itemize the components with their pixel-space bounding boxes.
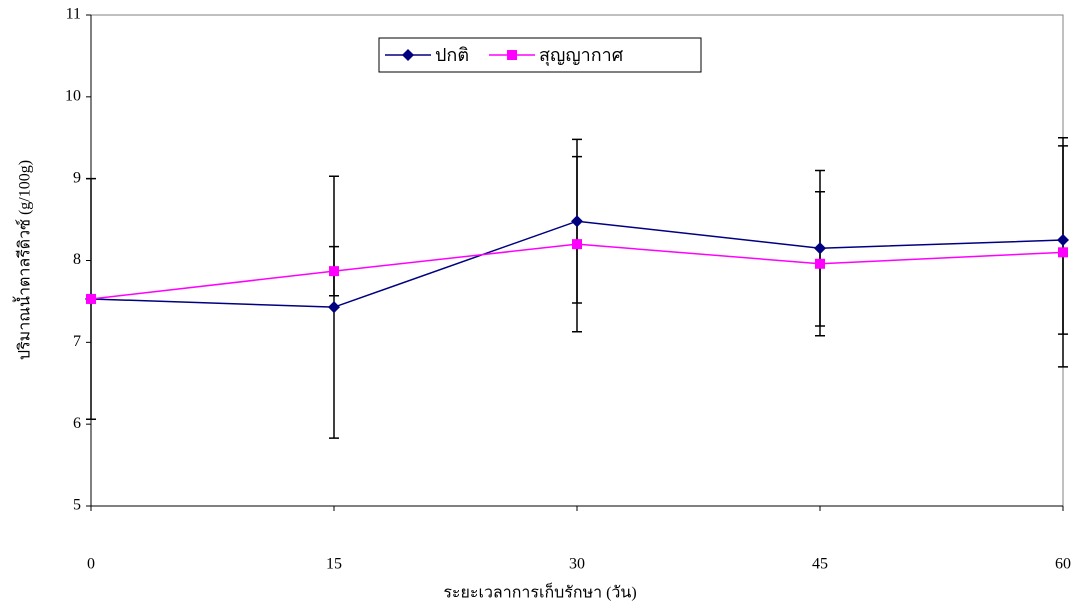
- legend-label: สุญญากาศ: [539, 45, 624, 66]
- y-tick-label: 10: [65, 88, 81, 105]
- x-tick-label: 0: [87, 556, 95, 573]
- y-tick-label: 6: [73, 415, 81, 432]
- x-tick-label: 45: [812, 556, 828, 573]
- y-tick-label: 8: [73, 251, 81, 268]
- point: [86, 294, 96, 304]
- point: [328, 301, 340, 313]
- point: [1058, 247, 1068, 257]
- legend-label: ปกติ: [435, 45, 469, 66]
- x-tick-label: 15: [326, 556, 342, 573]
- y-axis-label: ปริมาณน้ำตาลรีดิวซ์ (g/100g): [13, 160, 34, 360]
- point: [815, 259, 825, 269]
- point: [329, 266, 339, 276]
- point: [571, 215, 583, 227]
- point: [572, 239, 582, 249]
- x-tick-label: 30: [569, 556, 585, 573]
- y-tick-label: 11: [66, 6, 81, 23]
- point: [1057, 234, 1069, 246]
- legend-marker: [507, 50, 517, 60]
- y-tick-label: 5: [73, 497, 81, 514]
- x-tick-label: 60: [1055, 556, 1071, 573]
- chart: ระยะเวลาการเก็บรักษา (วัน) ปริมาณน้ำตาลร…: [0, 0, 1080, 611]
- y-tick-label: 9: [73, 169, 81, 186]
- page: ระยะเวลาการเก็บรักษา (วัน) ปริมาณน้ำตาลร…: [0, 0, 1080, 611]
- point: [814, 242, 826, 254]
- x-axis-label: ระยะเวลาการเก็บรักษา (วัน): [443, 582, 636, 602]
- y-tick-label: 7: [73, 333, 81, 350]
